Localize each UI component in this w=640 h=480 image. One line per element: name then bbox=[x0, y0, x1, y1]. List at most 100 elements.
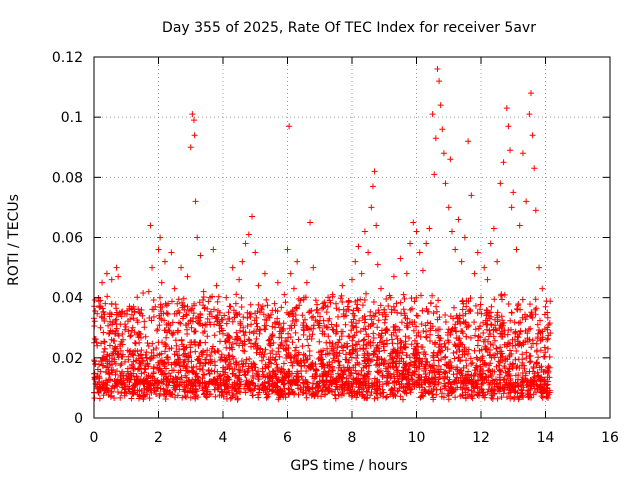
data-point bbox=[532, 207, 539, 214]
data-point bbox=[239, 258, 246, 265]
data-point bbox=[397, 255, 404, 262]
data-point bbox=[100, 354, 107, 361]
data-point bbox=[220, 330, 226, 337]
data-point bbox=[429, 111, 436, 118]
data-point bbox=[447, 156, 454, 163]
data-point bbox=[200, 288, 207, 295]
data-point bbox=[505, 123, 512, 130]
data-point bbox=[490, 225, 497, 232]
data-point bbox=[245, 231, 252, 238]
data-point bbox=[536, 264, 543, 271]
data-point bbox=[478, 294, 484, 301]
data-point bbox=[129, 324, 136, 331]
data-point bbox=[171, 285, 178, 292]
data-point bbox=[99, 279, 106, 286]
data-point bbox=[165, 300, 172, 307]
x-axis-label: GPS time / hours bbox=[290, 458, 407, 474]
data-point bbox=[484, 276, 491, 283]
data-point bbox=[252, 249, 259, 256]
y-tick-label: 0.08 bbox=[52, 170, 83, 186]
data-point bbox=[508, 204, 515, 211]
data-point bbox=[184, 273, 191, 280]
data-point bbox=[426, 225, 433, 232]
data-point bbox=[519, 150, 526, 157]
data-point bbox=[210, 246, 217, 253]
data-point bbox=[527, 90, 534, 97]
data-point bbox=[542, 303, 549, 310]
data-point bbox=[503, 105, 510, 112]
data-point bbox=[349, 276, 355, 283]
data-point bbox=[232, 300, 239, 307]
data-point bbox=[258, 306, 265, 313]
data-point bbox=[410, 219, 417, 226]
grid-lines bbox=[94, 57, 610, 418]
data-point bbox=[374, 261, 381, 268]
data-point bbox=[403, 270, 410, 277]
data-point bbox=[442, 180, 449, 187]
data-point bbox=[107, 318, 114, 325]
y-tick-label: 0 bbox=[74, 411, 83, 427]
data-point bbox=[105, 366, 112, 373]
data-point bbox=[94, 342, 101, 349]
data-points bbox=[92, 66, 552, 385]
data-point bbox=[194, 234, 201, 241]
data-point bbox=[384, 327, 391, 334]
data-point bbox=[544, 336, 551, 343]
data-point bbox=[539, 285, 546, 292]
data-point bbox=[287, 270, 294, 277]
data-point bbox=[118, 360, 125, 367]
data-point bbox=[407, 240, 414, 247]
data-point bbox=[123, 372, 130, 379]
data-point bbox=[157, 234, 164, 241]
data-point bbox=[431, 171, 438, 178]
data-point bbox=[181, 306, 188, 313]
data-point bbox=[326, 315, 333, 322]
data-point bbox=[145, 288, 152, 295]
data-point bbox=[110, 348, 117, 355]
data-point bbox=[203, 321, 210, 328]
x-tick-label: 12 bbox=[472, 430, 490, 446]
data-point bbox=[132, 357, 139, 364]
data-point bbox=[108, 276, 115, 283]
data-point bbox=[139, 312, 146, 319]
data-point bbox=[423, 240, 430, 247]
data-point bbox=[481, 264, 488, 271]
data-point bbox=[332, 330, 339, 337]
data-point bbox=[249, 213, 256, 220]
data-point bbox=[531, 165, 538, 172]
y-tick-label: 0.12 bbox=[52, 50, 83, 66]
x-tick-label: 14 bbox=[537, 430, 555, 446]
data-point bbox=[323, 339, 330, 346]
data-point bbox=[465, 138, 472, 145]
data-point bbox=[394, 309, 401, 316]
data-point bbox=[290, 285, 297, 292]
data-point bbox=[529, 132, 536, 139]
data-point bbox=[155, 246, 162, 253]
data-point bbox=[174, 327, 181, 334]
y-tick-label: 0.06 bbox=[52, 231, 83, 247]
data-point bbox=[297, 297, 304, 304]
data-point bbox=[197, 252, 204, 259]
data-point bbox=[368, 204, 375, 211]
data-point bbox=[373, 222, 380, 229]
data-point bbox=[286, 123, 293, 130]
data-point bbox=[303, 279, 310, 286]
data-point bbox=[545, 321, 552, 328]
data-point bbox=[136, 339, 143, 346]
data-point bbox=[142, 351, 149, 358]
data-point bbox=[510, 189, 517, 196]
data-point bbox=[390, 273, 397, 280]
x-tick-label: 0 bbox=[90, 430, 99, 446]
data-point bbox=[189, 111, 196, 118]
data-point bbox=[265, 312, 272, 319]
data-point bbox=[191, 132, 198, 139]
data-point bbox=[278, 324, 285, 331]
data-point bbox=[103, 270, 110, 277]
data-point bbox=[416, 249, 423, 256]
chart-title: Day 355 of 2025, Rate Of TEC Index for r… bbox=[162, 20, 536, 36]
data-point bbox=[448, 228, 455, 235]
data-point bbox=[216, 309, 223, 316]
x-tick-label: 6 bbox=[283, 430, 292, 446]
data-point bbox=[342, 321, 349, 328]
